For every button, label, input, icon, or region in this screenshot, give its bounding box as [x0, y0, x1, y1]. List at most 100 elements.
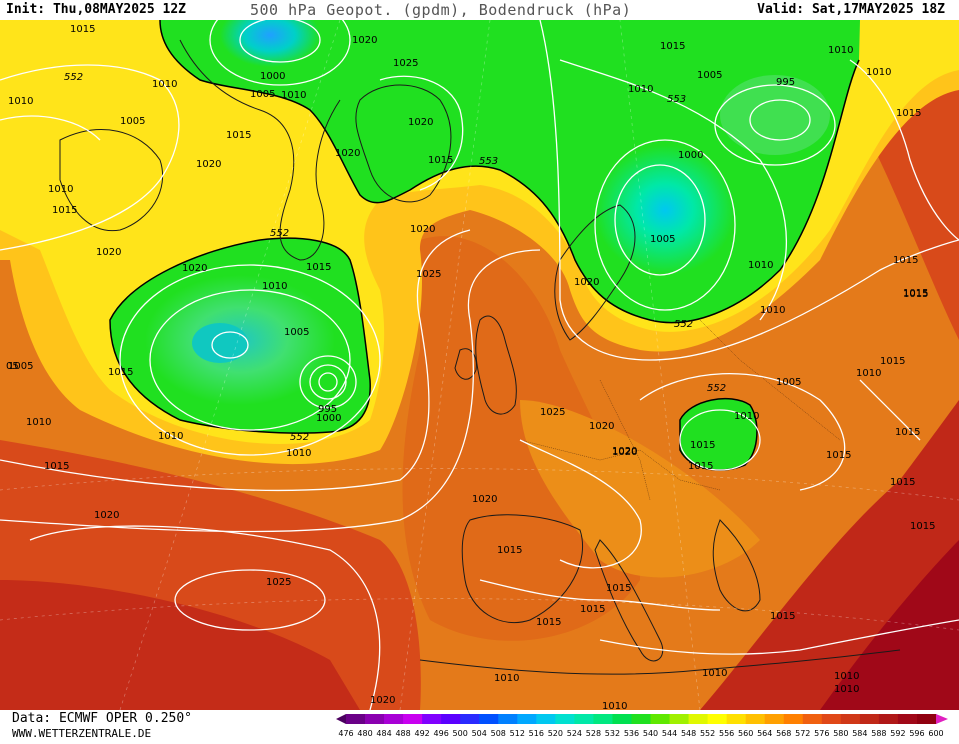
isobar-labels: 1015 552 1010 1005 1010 1015 1020 1000 1… — [6, 24, 935, 712]
geopotential-band-south-west-deep — [0, 580, 360, 710]
isobar-label: 1015 — [770, 611, 795, 622]
isobar-label: 1005 — [284, 327, 309, 338]
legend-swatch — [745, 714, 766, 724]
legend-tick-label: 556 — [719, 729, 734, 738]
isobar-barents-2 — [749, 99, 811, 141]
isobar-scandinavia-2 — [594, 139, 736, 311]
isobar-label: 1010 — [834, 684, 859, 695]
legend-tick-label: 548 — [681, 729, 696, 738]
isobar-label: 1020 — [196, 159, 221, 170]
legend-tick-label: 580 — [833, 729, 848, 738]
isobar-label: 1015 — [893, 255, 918, 266]
isobar-1010-africa — [599, 619, 959, 655]
geopotential-band-south-east-deep — [820, 540, 959, 710]
legend-swatch — [460, 714, 480, 724]
legend-swatch — [346, 714, 366, 724]
isobar-1020-svalbard — [379, 75, 464, 191]
legend-tick-label: 600 — [928, 729, 943, 738]
legend-swatch — [365, 714, 385, 724]
coast-italy — [594, 539, 664, 662]
coast-greenland — [179, 39, 341, 261]
legend-swatch — [479, 714, 499, 724]
isobar-label: 1020 — [352, 35, 377, 46]
isobar-label: 1010 — [628, 84, 653, 95]
contour-label: 553 — [667, 94, 686, 105]
isobar-label: 1015 — [910, 521, 935, 532]
legend-tick-label: 524 — [567, 729, 582, 738]
legend-tick-label: 492 — [414, 729, 429, 738]
legend-tick-label: 504 — [472, 729, 487, 738]
footer-bar: Data: ECMWF OPER 0.250° WWW.WETTERZENTRA… — [0, 710, 959, 741]
header-bar: Init: Thu,08MAY2025 12Z 500 hPa Geopot. … — [0, 0, 959, 20]
isobar-label: 1015 — [890, 477, 915, 488]
isobar-label: 1015 — [903, 289, 928, 300]
ridge-western-europe — [402, 236, 640, 641]
coast-baffin — [59, 129, 164, 232]
coast-great-britain — [475, 315, 517, 415]
graticule — [0, 19, 959, 711]
isobar-label: 1010 — [8, 96, 33, 107]
cutoff-balkan-green — [680, 398, 757, 470]
isobar-atlantic-inner-b1 — [299, 355, 357, 409]
legend-swatch — [726, 714, 747, 724]
isobar-label: 1025 — [540, 407, 565, 418]
isobar-label: 1010 — [286, 448, 311, 459]
isobar-label: 1000 — [678, 150, 703, 161]
valid-time: Valid: Sat,17MAY2025 18Z — [757, 2, 945, 17]
isobar-atlantic-inner-a — [211, 331, 249, 359]
graticule-line-2 — [0, 598, 959, 631]
isobar-label: 1005 — [250, 89, 275, 100]
isobar-1015-west — [0, 229, 471, 492]
legend-arrow-left — [336, 714, 346, 724]
legend-swatch — [764, 714, 785, 724]
low-atlantic-center — [192, 323, 248, 363]
legend-tick-label: 584 — [852, 729, 867, 738]
ridge-central-europe — [520, 400, 760, 578]
legend-tick-label: 532 — [605, 729, 620, 738]
isobar-1025-azores — [174, 569, 326, 631]
contour-label: 552 — [64, 72, 83, 83]
isobar-1010-east — [849, 59, 959, 241]
isobar-label: 1015 — [690, 440, 715, 451]
legend-tick-label: 540 — [643, 729, 658, 738]
legend-swatch — [669, 714, 690, 724]
isobar-label: 1015 — [880, 356, 905, 367]
coast-greece — [712, 519, 761, 612]
isobar-label: 1020 — [472, 494, 497, 505]
isobar-label: 1020 — [182, 263, 207, 274]
contour-label: 552 — [707, 383, 726, 394]
isobar-1015-east — [539, 19, 959, 361]
isobar-label: 1010 — [26, 417, 51, 428]
legend-swatch — [840, 714, 861, 724]
border-segment-1 — [519, 439, 721, 491]
isobar-scandinavia-1 — [614, 164, 706, 276]
low-scandinavia-core — [595, 145, 735, 275]
isobar-1020-west — [0, 249, 541, 533]
isobar-label: 1020 — [612, 447, 637, 458]
isobar-label: 1015 — [536, 617, 561, 628]
isobar-label: 1015 — [660, 41, 685, 52]
legend-swatch — [821, 714, 842, 724]
legend-swatch — [631, 714, 652, 724]
legend-swatch — [878, 714, 899, 724]
legend-tick-label: 560 — [738, 729, 753, 738]
legend-tick-label: 488 — [395, 729, 410, 738]
isobar-atlantic-inner-b3 — [318, 372, 338, 392]
isobar-label: 1010 — [734, 411, 759, 422]
legend-swatch — [384, 714, 404, 724]
legend-swatch — [555, 714, 575, 724]
isobar-atlantic-1010 — [119, 264, 381, 456]
legend-tick-label: 520 — [548, 729, 563, 738]
isobar-label: 1010 — [494, 673, 519, 684]
isobar-label: 1010 — [856, 368, 881, 379]
legend-tick-label: 476 — [338, 729, 353, 738]
isobar-label: 1020 — [410, 224, 435, 235]
isobar-label: 1020 — [335, 148, 360, 159]
legend-tick-label: 572 — [795, 729, 810, 738]
isobar-label: 1015 — [497, 545, 522, 556]
isobar-label: 1015 — [44, 461, 69, 472]
isobar-label: 1015 — [108, 367, 133, 378]
legend-tick-label: 512 — [510, 729, 525, 738]
init-time: Init: Thu,08MAY2025 12Z — [6, 2, 187, 17]
isobar-label: 1015 — [896, 108, 921, 119]
